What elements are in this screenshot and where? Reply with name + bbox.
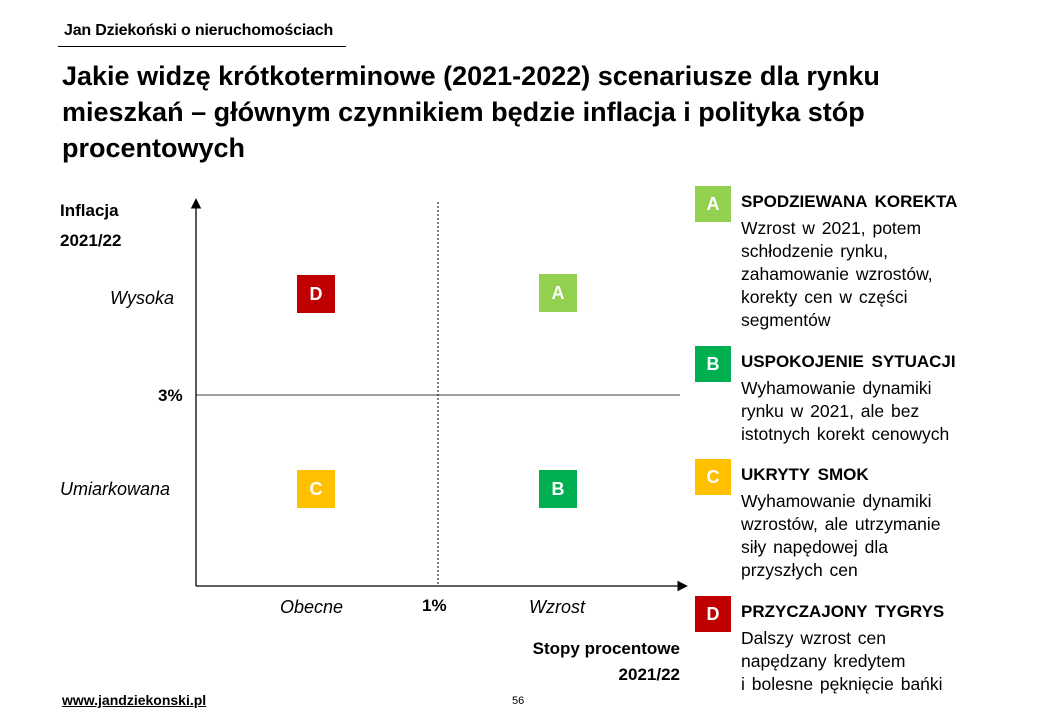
- x-axis-title: Stopy procentowe 2021/22: [430, 636, 680, 688]
- legend-title-d: PRZYCZAJONY TYGRYS: [741, 602, 945, 621]
- quadrant-box-c: C: [297, 470, 335, 508]
- legend-description-b: Wyhamowanie dynamiki rynku w 2021, ale b…: [741, 378, 950, 444]
- legend-title-a: SPODZIEWANA KOREKTA: [741, 192, 958, 211]
- legend-badge-c: C: [695, 459, 731, 495]
- legend-description-d: Dalszy wzrost cen napędzany kredytem i b…: [741, 628, 943, 694]
- website-link[interactable]: www.jandziekonski.pl: [62, 692, 207, 708]
- legend-title-c: UKRYTY SMOK: [741, 465, 869, 484]
- brand-underline: [58, 46, 346, 47]
- page-number: 56: [512, 695, 525, 707]
- quadrant-box-b: B: [539, 470, 577, 508]
- x-axis-title-line1: Stopy procentowe: [532, 639, 680, 658]
- x-axis-title-line2: 2021/22: [618, 665, 680, 684]
- x-label-low: Obecne: [280, 597, 344, 617]
- legend-badge-a: A: [695, 186, 731, 222]
- legend-title-b: USPOKOJENIE SYTUACJI: [741, 352, 956, 371]
- slide-title: Jakie widzę krótkoterminowe (2021-2022) …: [62, 61, 880, 163]
- quadrant-box-a: A: [539, 274, 577, 312]
- legend-description-a: Wzrost w 2021, potem schłodzenie rynku, …: [741, 218, 933, 330]
- y-axis-title-line2: 2021/22: [60, 231, 122, 250]
- x-label-threshold: 1%: [422, 596, 447, 615]
- y-axis-title-line1: Inflacja: [60, 201, 119, 220]
- y-label-low: Umiarkowana: [60, 479, 171, 499]
- legend-badge-b: B: [695, 346, 731, 382]
- brand-name: Jan Dziekoński o nieruchomościach: [64, 22, 334, 39]
- y-label-threshold: 3%: [158, 386, 183, 405]
- y-label-high: Wysoka: [110, 288, 175, 308]
- x-label-high: Wzrost: [529, 597, 585, 617]
- quadrant-box-d: D: [297, 275, 335, 313]
- y-axis-title: Inflacja 2021/22: [60, 196, 121, 256]
- legend-badge-d: D: [695, 596, 731, 632]
- legend-description-c: Wyhamowanie dynamiki wzrostów, ale utrzy…: [741, 491, 941, 580]
